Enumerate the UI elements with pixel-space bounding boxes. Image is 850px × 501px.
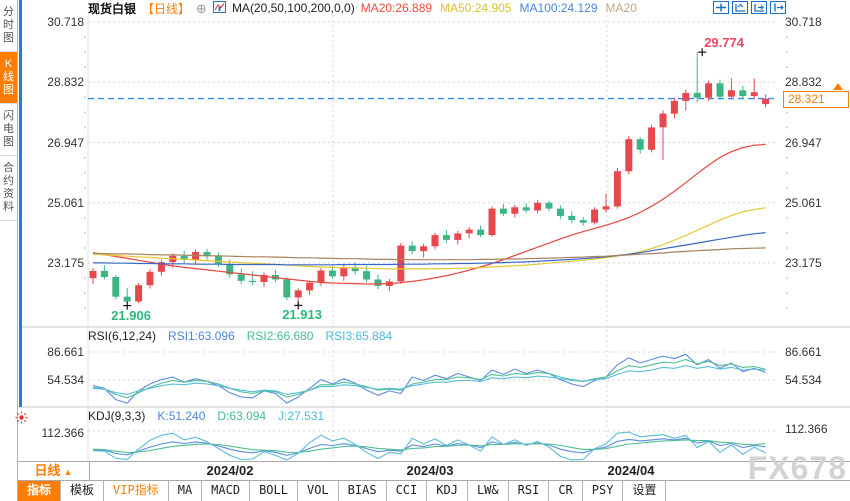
kdj-legend: KDJ(9,3,3) K:51.240 D:63.094 J:27.531 [88, 409, 324, 423]
high-price-label: 29.774 [704, 35, 744, 51]
price-tick-label: 26.947 [47, 135, 84, 150]
tab-cci[interactable]: CCI [387, 481, 428, 501]
time-axis-row: 日线 ▲ 2024/02 2024/03 2024/04 [18, 461, 850, 481]
ma-value-label: MA50:24.905 [440, 1, 512, 15]
tab-cr[interactable]: CR [549, 481, 583, 501]
tab-template[interactable]: 模板 [61, 481, 105, 501]
low-price-label: 21.913 [282, 307, 322, 323]
watermark: FX678 [747, 450, 847, 486]
price-tick-label: 25.061 [47, 195, 84, 210]
tab-indicator[interactable]: 指标 [18, 481, 62, 501]
indicator-value-label: RSI2:66.680 [246, 329, 314, 343]
price-tick-label: 23.175 [47, 256, 84, 271]
tab-lwr[interactable]: LW& [468, 481, 509, 501]
tab-macd[interactable]: MACD [202, 481, 251, 501]
sidebar-item-contract-info[interactable]: 合约资料 [0, 156, 17, 221]
period-selector-label: 日线 [34, 463, 61, 478]
ma-legend: MA20:26.889 MA50:24.905 MA100:24.129 MA20 [361, 1, 637, 15]
price-tick-label: 30.718 [785, 15, 822, 29]
rsi-tick-label: 86.661 [785, 345, 822, 359]
crosshair-icon[interactable] [713, 1, 729, 14]
tab-settings[interactable]: 设置 [623, 481, 667, 501]
ma-value-label: MA20 [605, 1, 637, 15]
tab-rsi[interactable]: RSI [509, 481, 550, 501]
indicator-settings-icon[interactable] [15, 411, 28, 429]
tab-vip-indicator[interactable]: VIP指标 [104, 481, 169, 501]
tab-boll[interactable]: BOLL [250, 481, 298, 501]
indicator-value-label: RSI1:63.096 [168, 329, 235, 343]
ma-chart-icon[interactable] [212, 0, 226, 16]
sidebar-item-time-chart[interactable]: 分时图 [0, 0, 17, 52]
price-tick-label: 30.718 [47, 15, 84, 29]
circle-plus-icon[interactable]: ⊕ [196, 0, 207, 16]
ma-value-label: MA20:26.889 [360, 1, 433, 15]
indicator-value-label: J:27.531 [278, 409, 325, 423]
period-tag: 【日线】 [142, 1, 191, 16]
tab-vol[interactable]: VOL [298, 481, 339, 501]
price-up-arrow-icon [833, 83, 843, 90]
ma-value-label: MA100:24.129 [519, 1, 598, 15]
rsi-legend: RSI(6,12,24) RSI1:63.096 RSI2:66.680 RSI3:… [88, 329, 392, 343]
tab-ma[interactable]: MA [169, 481, 203, 501]
dropdown-arrow-icon: ▲ [63, 467, 73, 477]
active-panel-accent [19, 0, 22, 407]
chart-header: 现货白银 【日线】 ⊕ MA(20,50,100,200,0,0) MA20:2… [88, 0, 637, 16]
price-tick-label: 25.061 [785, 195, 822, 210]
tab-bias[interactable]: BIAS [339, 481, 387, 501]
kdj-tick-label: 112.366 [785, 422, 828, 436]
date-label: 2024/02 [206, 463, 254, 478]
symbol-title: 现货白银 [88, 1, 137, 16]
indicator-value-label: RSI3:65.884 [325, 329, 393, 343]
window-tool-icons [713, 1, 786, 14]
indicator-panel-icon[interactable] [751, 1, 767, 14]
date-label: 2024/04 [607, 463, 655, 478]
indicator-tabs: 指标 模板 VIP指标 MA MACD BOLL VOL BIAS CCI KDJ LW& RSI CR… [18, 481, 850, 501]
last-price-value: 28.321 [788, 92, 825, 106]
period-selector[interactable]: 日线 ▲ [18, 462, 90, 480]
rsi-values: RSI1:63.096 RSI2:66.680 RSI3:65.884 [168, 329, 392, 343]
tab-kdj[interactable]: KDJ [427, 481, 468, 501]
price-tick-label: 28.832 [47, 75, 84, 90]
kdj-tick-label: 112.366 [41, 426, 85, 440]
last-price-box: 28.321 [783, 91, 849, 108]
rsi-title: RSI(6,12,24) [88, 329, 157, 343]
sidebar-item-flash-chart[interactable]: 闪电图 [0, 104, 17, 156]
low-price-label: 21.906 [111, 307, 151, 323]
kdj-title: KDJ(9,3,3) [88, 409, 146, 423]
indicator-value-label: K:51.240 [157, 409, 206, 423]
indicator-value-label: D:63.094 [217, 409, 267, 423]
ma-formula: MA(20,50,100,200,0,0) [231, 1, 355, 15]
shift-right-icon[interactable] [770, 1, 786, 14]
tab-psy[interactable]: PSY [583, 481, 624, 501]
rsi-tick-label: 54.534 [47, 372, 84, 387]
price-tick-label: 26.947 [785, 135, 822, 150]
rsi-tick-label: 54.534 [785, 372, 822, 387]
rsi-tick-label: 86.661 [47, 345, 84, 359]
price-tick-label: 28.832 [785, 75, 822, 90]
new-panel-icon[interactable] [732, 1, 748, 14]
price-tick-label: 23.175 [785, 256, 822, 271]
date-label: 2024/03 [406, 463, 454, 478]
kdj-values: K:51.240 D:63.094 J:27.531 [157, 409, 324, 423]
